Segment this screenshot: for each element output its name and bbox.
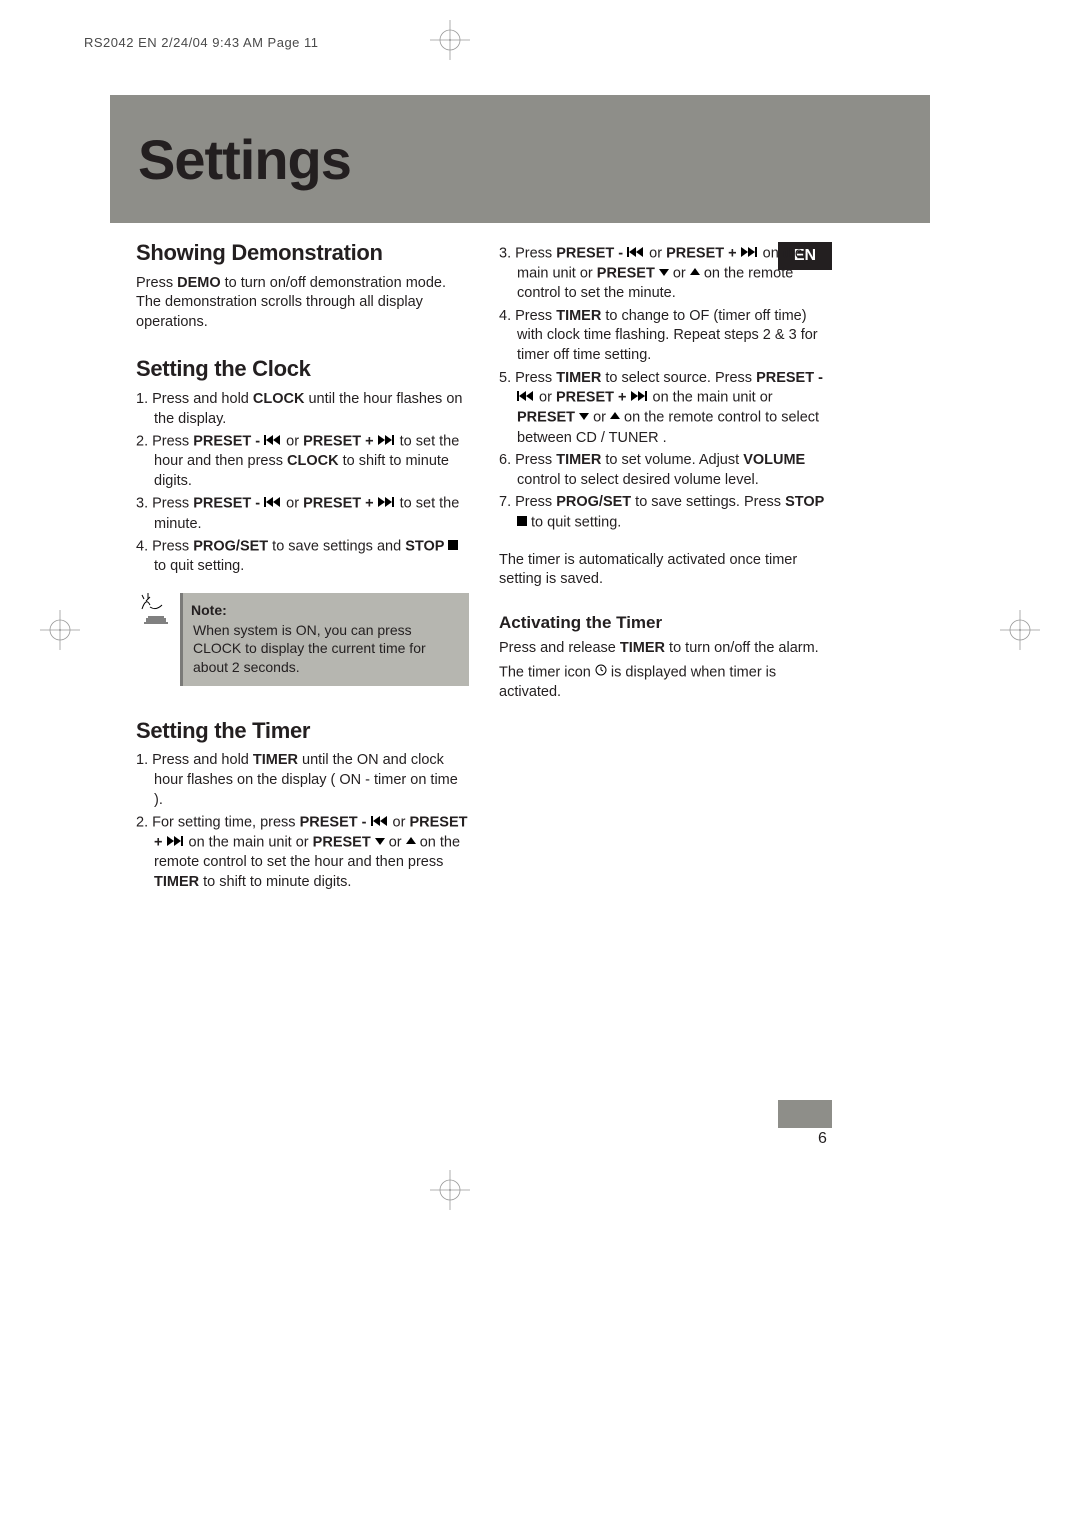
stop-icon [517,514,527,530]
heading-showing-demonstration: Showing Demonstration [136,238,469,268]
down-icon [579,409,589,425]
page-number-box [778,1100,832,1128]
heading-activating-timer: Activating the Timer [499,612,832,635]
prev-icon [517,389,535,405]
list-item: 1. Press and hold CLOCK until the hour f… [136,390,469,429]
list-item: 5. Press TIMER to select source. Press P… [499,369,832,448]
body-text: Press DEMO to turn on/off demonstration … [136,274,469,333]
title-box: Settings [110,95,930,223]
print-header-line: RS2042 EN 2/24/04 9:43 AM Page 11 [84,35,319,50]
prev-icon [371,814,389,830]
next-icon [167,834,185,850]
up-icon [690,265,700,281]
page-title: Settings [138,127,351,192]
list-item: 6. Press TIMER to set volume. Adjust VOL… [499,451,832,490]
note-body: When system is ON, you can press CLOCK t… [193,621,459,676]
next-icon [631,389,649,405]
section-setting-timer: Setting the Timer 1. Press and hold TIME… [136,716,469,893]
heading-setting-clock: Setting the Clock [136,354,469,384]
note-title: Note: [191,601,459,619]
clock-icon [595,664,607,680]
body-text: The timer icon is displayed when timer i… [499,663,832,703]
list-item: 1. Press and hold TIMER until the ON and… [136,751,469,810]
list-item: 7. Press PROG/SET to save settings. Pres… [499,493,832,533]
crop-mark-top [430,20,470,60]
list-item: 2. Press PRESET - or PRESET + to set the… [136,432,469,491]
section-showing-demonstration: Showing Demonstration Press DEMO to turn… [136,238,469,332]
crop-mark-left [40,610,80,650]
note-hand-icon [136,619,176,635]
prev-icon [264,495,282,511]
list-item: 3. Press PRESET - or PRESET + to set the… [136,494,469,534]
crop-mark-right [1000,610,1040,650]
up-icon [406,834,416,850]
down-icon [375,834,385,850]
list-item: 2. For setting time, press PRESET - or P… [136,813,469,892]
prev-icon [264,433,282,449]
list-item: 4. Press PROG/SET to save settings and S… [136,537,469,577]
next-icon [378,433,396,449]
heading-setting-timer: Setting the Timer [136,716,469,746]
down-icon [659,265,669,281]
up-icon [610,409,620,425]
list-item: 4. Press TIMER to change to OF (timer of… [499,307,832,366]
crop-mark-bottom [430,1170,470,1210]
next-icon [378,495,396,511]
left-column: Showing Demonstration Press DEMO to turn… [136,238,469,915]
stop-icon [448,538,458,554]
body-text: The timer is automatically activated onc… [499,551,832,590]
list-item: 3. Press PRESET - or PRESET + on the mai… [499,244,832,304]
content-area: Showing Demonstration Press DEMO to turn… [136,238,832,915]
prev-icon [627,245,645,261]
right-column: 3. Press PRESET - or PRESET + on the mai… [499,238,832,915]
section-setting-clock: Setting the Clock 1. Press and hold CLOC… [136,354,469,685]
page-number: 6 [818,1130,827,1148]
note-block: Note: When system is ON, you can press C… [136,593,469,686]
next-icon [741,245,759,261]
body-text: Press and release TIMER to turn on/off t… [499,639,832,659]
